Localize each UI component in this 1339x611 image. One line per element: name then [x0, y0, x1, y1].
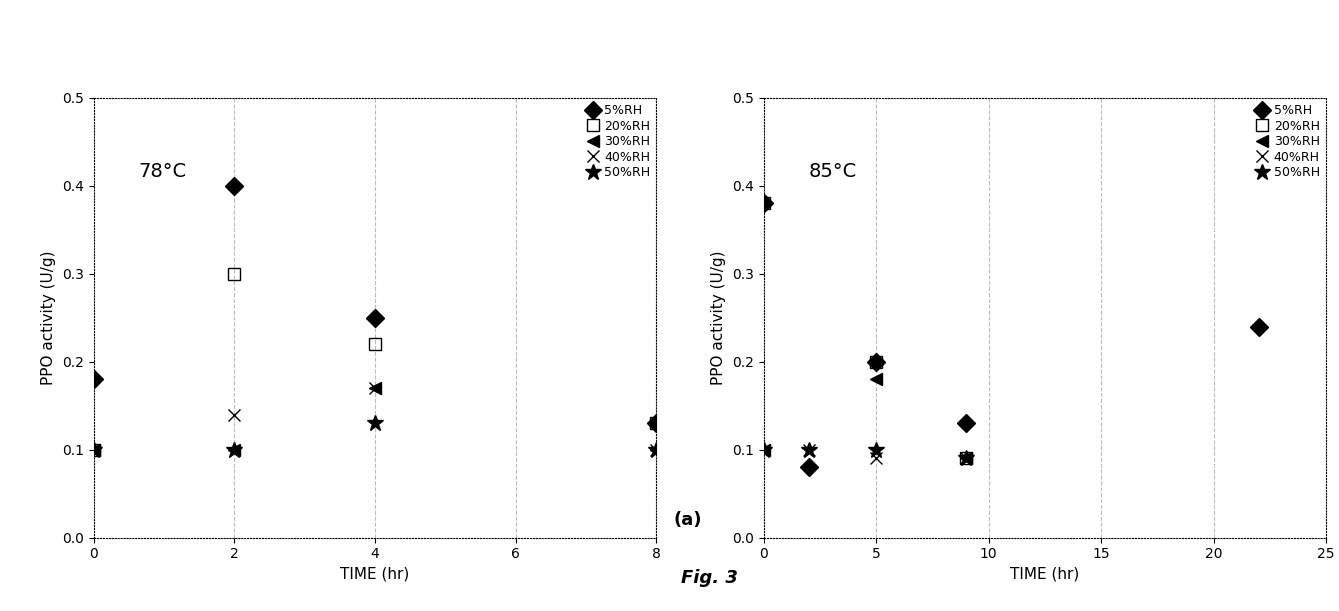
50%RH	[801, 446, 817, 453]
40%RH	[957, 455, 973, 462]
5%RH	[957, 420, 973, 427]
Line: 40%RH: 40%RH	[87, 382, 663, 456]
Line: 50%RH: 50%RH	[755, 441, 973, 467]
Line: 30%RH: 30%RH	[757, 373, 972, 465]
20%RH	[648, 420, 664, 427]
Y-axis label: PPO activity (U/g): PPO activity (U/g)	[711, 251, 726, 385]
Line: 40%RH: 40%RH	[757, 444, 972, 465]
40%RH	[648, 446, 664, 453]
5%RH	[86, 376, 102, 383]
50%RH	[755, 446, 771, 453]
Line: 5%RH: 5%RH	[757, 197, 1264, 474]
50%RH	[648, 446, 664, 453]
40%RH	[367, 384, 383, 392]
20%RH	[957, 455, 973, 462]
Line: 20%RH: 20%RH	[87, 268, 663, 456]
30%RH	[755, 446, 771, 453]
5%RH	[868, 358, 884, 365]
30%RH	[868, 376, 884, 383]
20%RH	[755, 200, 771, 207]
40%RH	[226, 411, 242, 418]
50%RH	[868, 446, 884, 453]
50%RH	[86, 446, 102, 453]
40%RH	[86, 446, 102, 453]
30%RH	[226, 446, 242, 453]
5%RH	[755, 200, 771, 207]
Text: (a): (a)	[674, 511, 702, 529]
Legend: 5%RH, 20%RH, 30%RH, 40%RH, 50%RH: 5%RH, 20%RH, 30%RH, 40%RH, 50%RH	[1256, 104, 1319, 179]
5%RH	[367, 314, 383, 321]
Line: 30%RH: 30%RH	[87, 382, 663, 456]
5%RH	[1251, 323, 1267, 330]
Legend: 5%RH, 20%RH, 30%RH, 40%RH, 50%RH: 5%RH, 20%RH, 30%RH, 40%RH, 50%RH	[586, 104, 649, 179]
40%RH	[801, 446, 817, 453]
Y-axis label: PPO activity (U/g): PPO activity (U/g)	[42, 251, 56, 385]
X-axis label: TIME (hr): TIME (hr)	[340, 567, 410, 582]
5%RH	[648, 420, 664, 427]
40%RH	[755, 446, 771, 453]
Text: 78°C: 78°C	[139, 162, 187, 181]
30%RH	[367, 384, 383, 392]
Text: 85°C: 85°C	[809, 162, 857, 181]
X-axis label: TIME (hr): TIME (hr)	[1010, 567, 1079, 582]
20%RH	[226, 270, 242, 277]
20%RH	[367, 340, 383, 348]
20%RH	[86, 446, 102, 453]
30%RH	[648, 446, 664, 453]
50%RH	[226, 446, 242, 453]
40%RH	[868, 455, 884, 462]
Text: Fig. 3: Fig. 3	[682, 569, 738, 587]
Line: 50%RH: 50%RH	[86, 415, 664, 458]
50%RH	[957, 455, 973, 462]
5%RH	[801, 464, 817, 471]
Line: 5%RH: 5%RH	[87, 180, 663, 430]
5%RH	[226, 182, 242, 189]
Line: 20%RH: 20%RH	[757, 197, 972, 465]
20%RH	[868, 358, 884, 365]
50%RH	[367, 420, 383, 427]
30%RH	[957, 455, 973, 462]
30%RH	[86, 446, 102, 453]
